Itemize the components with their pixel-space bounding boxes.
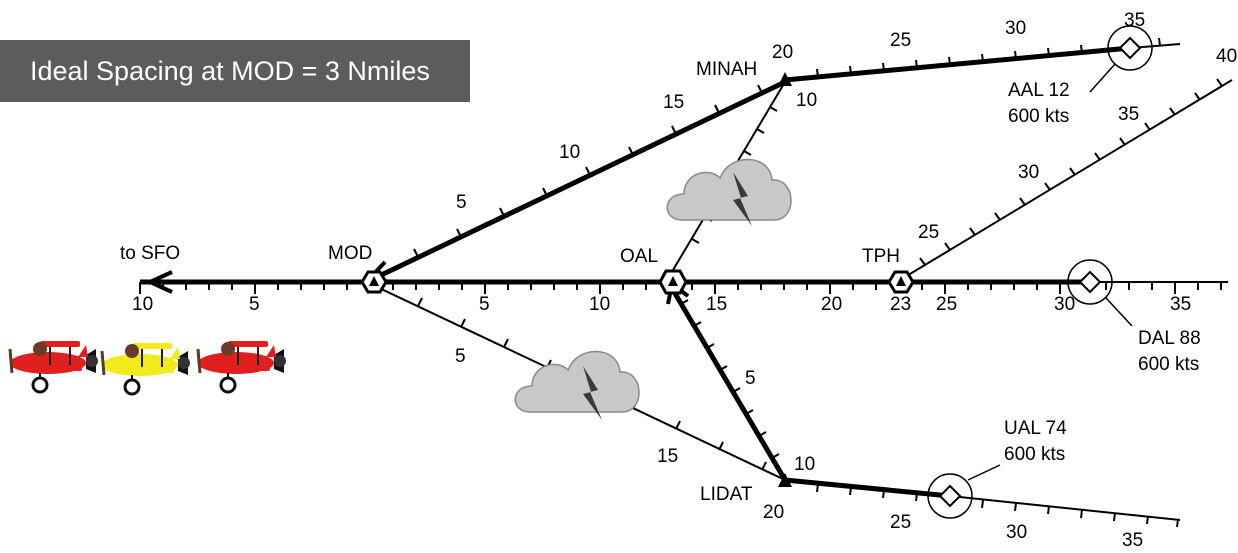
main-tick-label: 5 [249,294,260,315]
dal-leader-line [1105,297,1133,327]
minah-east-route [784,45,1131,83]
minah-label: MINAH [696,59,757,80]
biplane-yellow-icon [100,341,192,396]
storm-cloud-lower-icon [514,350,640,420]
lidat-triangle-icon [778,473,792,487]
mod-lidat-ticks [417,297,767,471]
lidat-oal-ticks [680,299,780,459]
minah-route-tick-label: 30 [1005,18,1026,39]
lidat-east-extension [949,495,1181,521]
banner-title: Ideal Spacing at MOD = 3 Nmiles [30,55,430,86]
oal-lidat-tick-label: 5 [745,368,756,389]
main-tick-label: 5 [479,294,490,315]
lidat-route-tick-label: 15 [657,446,678,467]
main-tick-label: 35 [1170,294,1191,315]
to-sfo-label: to SFO [120,243,180,264]
mod-label: MOD [328,243,372,264]
main-tick-label: 20 [821,294,842,315]
aal-leader-line [1089,63,1116,93]
biplane-red-2-icon [196,339,288,394]
main-tick-label: 23 [890,294,911,315]
oal-label: OAL [620,246,658,267]
lidat-east-tick-label: 25 [890,512,911,533]
lidat-east-tick-label: 35 [1122,530,1143,548]
main-tick-label: 30 [1054,294,1075,315]
tph-northeast-route [899,79,1233,281]
mod-waypoint-hexagon-icon [360,270,388,294]
ual-callsign: UAL 74 [1004,418,1067,439]
lidat-route-tick-label: 5 [455,346,466,367]
spacing-banner: Ideal Spacing at MOD = 3 Nmiles [0,40,470,102]
dal-speed: 600 kts [1138,354,1199,375]
mod-minah-route [373,79,787,281]
storm-cloud-upper-icon [666,158,792,226]
main-tick-label: 10 [589,294,610,315]
main-route-ticks [139,282,1222,294]
minah-route-tick-label: 35 [1124,10,1145,31]
oal-waypoint-hexagon-icon [658,269,688,295]
ual-speed: 600 kts [1004,444,1065,465]
lidat-east-tick-label: 30 [1006,522,1027,543]
minah-triangle-icon [778,72,792,86]
minah-route-tick-label: 5 [456,192,467,213]
aal-speed: 600 kts [1008,106,1069,127]
main-tick-label: 25 [936,294,957,315]
lidat-east-tick-label: 20 [763,502,784,523]
tph-waypoint-hexagon-icon [887,270,915,294]
lidat-label: LIDAT [700,484,753,505]
dal-diamond-aircraft-icon [1067,259,1113,305]
dal-callsign: DAL 88 [1138,328,1201,349]
tph-route-tick-label: 25 [918,222,939,243]
aal-diamond-aircraft-icon [1107,25,1153,71]
to-sfo-arrowhead [145,270,173,294]
biplane-red-1-icon [8,339,100,394]
tph-route-ticks [919,78,1223,266]
aal-callsign: AAL 12 [1008,80,1070,101]
tph-route-tick-label: 30 [1018,162,1039,183]
ual-diamond-aircraft-icon [927,473,973,519]
main-tick-label: 10 [132,294,153,315]
mod-minah-ticks [413,84,763,258]
lidat-oal-route [670,288,788,482]
minah-route-tick-label: 20 [772,42,793,63]
ual-leader-line [967,464,1001,481]
oal-lidat-tick-label: 10 [794,454,815,475]
minah-route-tick-label: 15 [663,92,684,113]
tph-label: TPH [862,246,900,267]
oal-minah-tick-label: 10 [796,90,817,111]
minah-route-tick-label: 25 [890,30,911,51]
tph-route-tick-label: 35 [1118,104,1139,125]
lidat-east-route [784,477,951,499]
lidat-east-ticks [816,483,1179,528]
main-tick-label: 15 [706,294,727,315]
minah-east-ticks [816,37,1161,78]
tph-route-tick-label: 40 [1216,46,1237,67]
minah-route-tick-label: 10 [559,142,580,163]
